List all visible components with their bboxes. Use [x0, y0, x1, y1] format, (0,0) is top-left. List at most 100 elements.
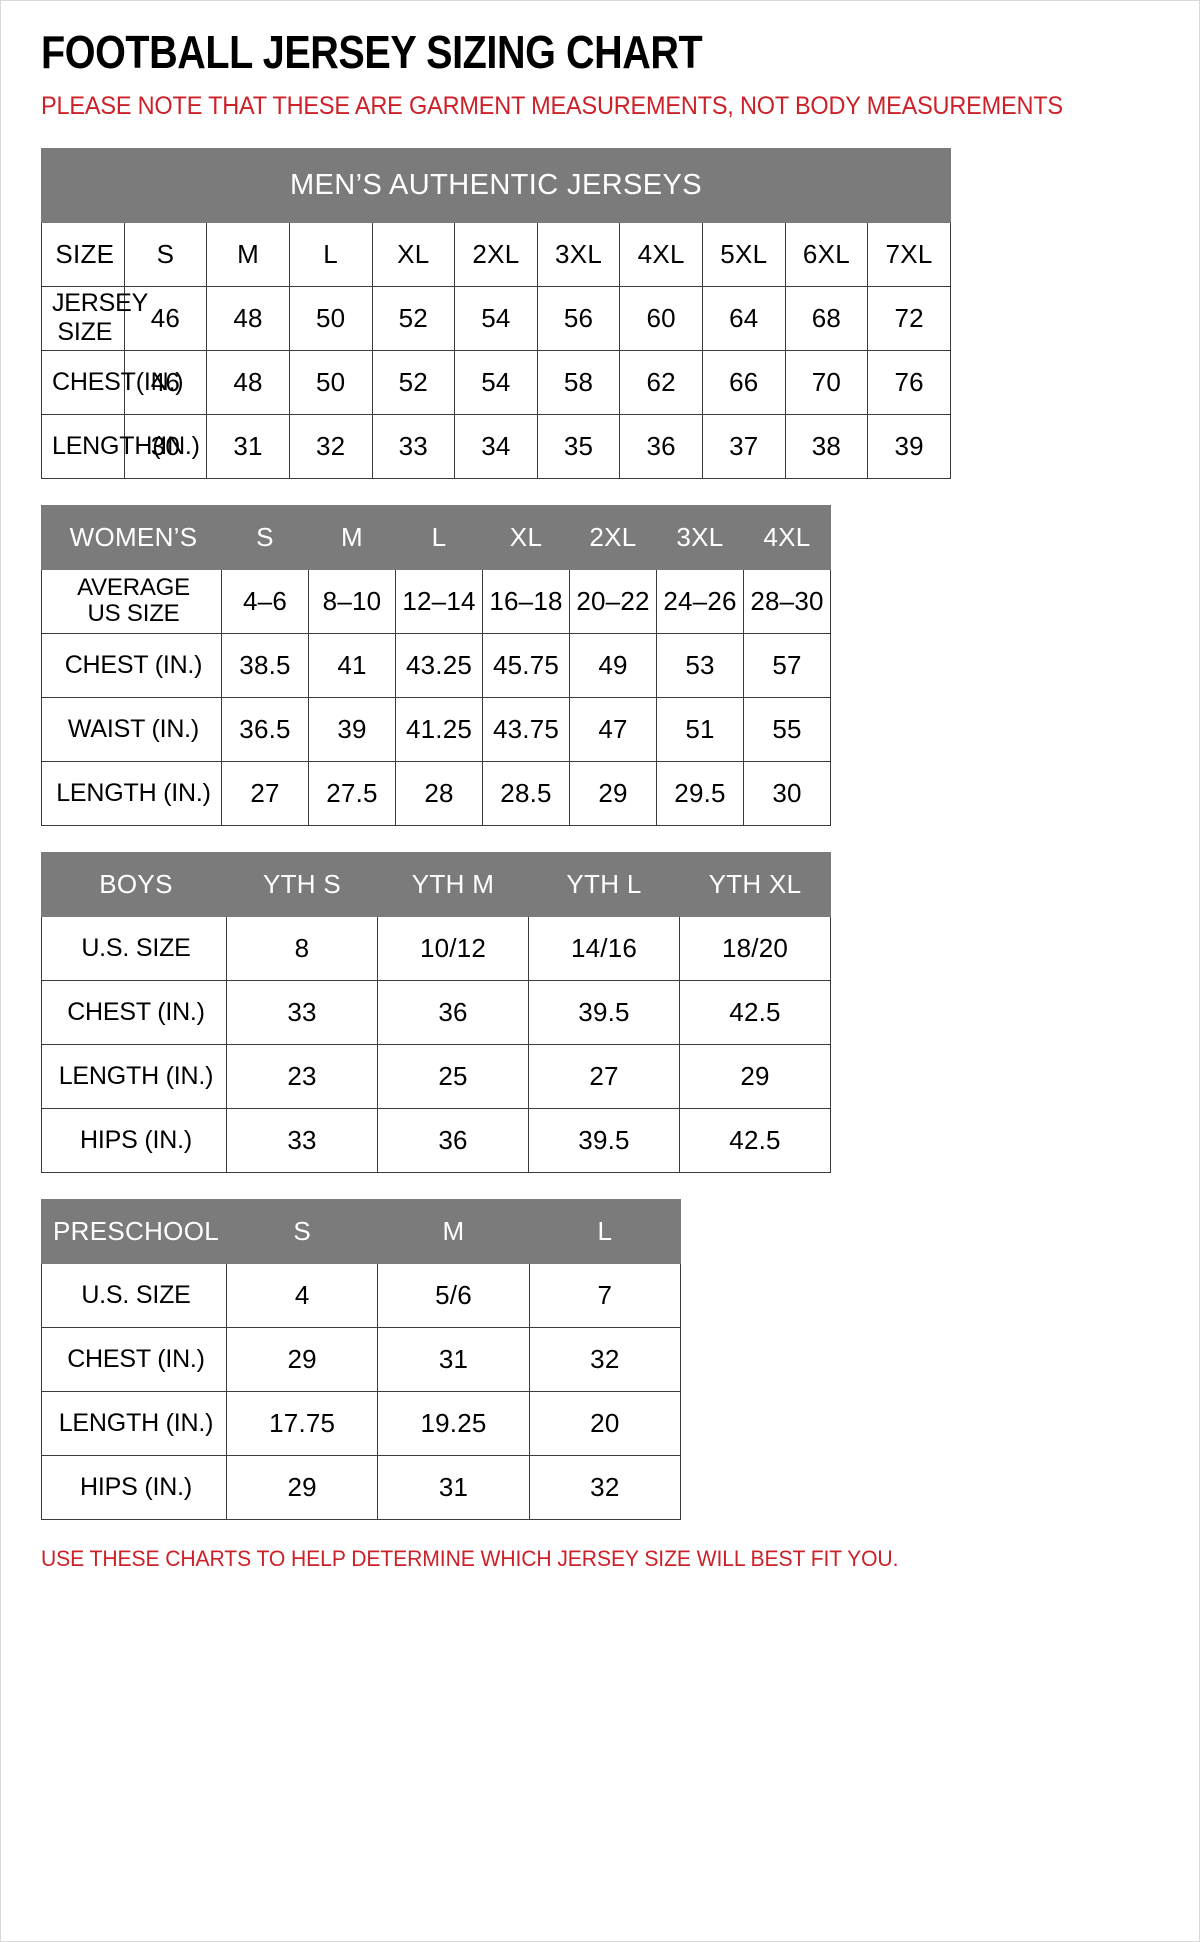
column-header-womens-6: 4XL [743, 504, 831, 570]
cell-boys-2-3: 29 [679, 1043, 831, 1109]
column-header-womens-5: 3XL [656, 504, 744, 570]
cell-womens-0-0: 4–6 [221, 568, 309, 634]
sizing-table-boys: BOYS YTH S YTH M YTH L YTH XL U.S. SIZE 8 10/12… [41, 851, 831, 1173]
cell-mens-0-5: 56 [536, 285, 621, 351]
column-header-row: WOMEN’S S M L XL 2XL 3XL 4XL [41, 504, 831, 570]
row-label-womens-2: WAIST (IN.) [41, 696, 222, 762]
cell-boys-1-2: 39.5 [528, 979, 680, 1045]
column-header-preschool-0: S [225, 1198, 379, 1264]
column-header-womens-2: L [395, 504, 483, 570]
sizing-table-preschool: PRESCHOOL S M L U.S. SIZE 4 5/6 7 CHEST (IN.) 29 3… [41, 1198, 682, 1520]
column-header-boys-3: YTH XL [679, 851, 831, 917]
cell-womens-3-6: 30 [743, 760, 831, 826]
cell-womens-0-4: 20–22 [569, 568, 657, 634]
table-row: U.S. SIZE 4 5/6 7 [41, 1262, 682, 1328]
cell-womens-3-4: 29 [569, 760, 657, 826]
cell-mens-1-9: 76 [867, 349, 951, 415]
cell-mens-2-8: 38 [784, 413, 869, 479]
cell-mens-1-6: 62 [619, 349, 703, 415]
table-row: LENGTH (IN.) 27 27.5 28 28.5 29 29.5 30 [41, 760, 831, 826]
cell-preschool-2-0: 17.75 [225, 1390, 379, 1456]
cell-womens-1-0: 38.5 [221, 632, 309, 698]
cell-mens-0-4: 54 [454, 285, 538, 351]
cell-womens-3-3: 28.5 [482, 760, 570, 826]
cell-mens-1-8: 70 [784, 349, 869, 415]
corner-header-mens: SIZE [41, 221, 125, 287]
column-header-row: SIZE S M L XL 2XL 3XL 4XL 5XL 6XL 7XL [41, 221, 951, 287]
cell-womens-0-1: 8–10 [308, 568, 396, 634]
cell-womens-1-3: 45.75 [482, 632, 570, 698]
table-row: JERSEY SIZE 46 48 50 52 54 56 60 64 68 72 [41, 285, 951, 351]
garment-measurement-notice: PLEASE NOTE THAT THESE ARE GARMENT MEASU… [41, 91, 1063, 120]
cell-womens-2-0: 36.5 [221, 696, 309, 762]
column-header-womens-4: 2XL [569, 504, 657, 570]
tables-container: MEN’S AUTHENTIC JERSEYS SIZE S M L XL 2XL 3XL 4X… [41, 147, 1159, 1520]
cell-mens-1-3: 52 [371, 349, 456, 415]
column-header-womens-1: M [308, 504, 396, 570]
column-header-boys-1: YTH M [377, 851, 529, 917]
column-header-row: PRESCHOOL S M L [41, 1198, 682, 1264]
cell-womens-1-1: 41 [308, 632, 396, 698]
cell-womens-0-2: 12–14 [395, 568, 483, 634]
cell-womens-3-2: 28 [395, 760, 483, 826]
table-row: CHEST (IN.) 33 36 39.5 42.5 [41, 979, 831, 1045]
column-header-womens-0: S [221, 504, 309, 570]
footer-note: USE THESE CHARTS TO HELP DETERMINE WHICH… [41, 1545, 899, 1571]
cell-boys-3-2: 39.5 [528, 1107, 680, 1173]
column-header-mens-8: 6XL [784, 221, 869, 287]
row-label-preschool-1: CHEST (IN.) [41, 1326, 227, 1392]
table-row: WAIST (IN.) 36.5 39 41.25 43.75 47 51 55 [41, 696, 831, 762]
cell-mens-2-2: 32 [288, 413, 373, 479]
cell-mens-0-2: 50 [288, 285, 373, 351]
column-header-mens-1: M [206, 221, 290, 287]
cell-mens-1-2: 50 [288, 349, 373, 415]
row-label-preschool-3: HIPS (IN.) [41, 1454, 227, 1520]
cell-preschool-0-0: 4 [225, 1262, 379, 1328]
table-row: AVERAGE US SIZE 4–6 8–10 12–14 16–18 20–22 24–2… [41, 568, 831, 634]
corner-header-preschool: PRESCHOOL [41, 1198, 227, 1264]
column-header-mens-2: L [288, 221, 373, 287]
cell-womens-1-4: 49 [569, 632, 657, 698]
cell-boys-1-1: 36 [377, 979, 529, 1045]
column-header-mens-4: 2XL [454, 221, 538, 287]
table-row: CHEST(IN.) 46 48 50 52 54 58 62 66 70 76 [41, 349, 951, 415]
cell-preschool-1-0: 29 [225, 1326, 379, 1392]
cell-preschool-3-1: 31 [377, 1454, 530, 1520]
cell-boys-0-3: 18/20 [679, 915, 831, 981]
cell-preschool-1-2: 32 [528, 1326, 682, 1392]
table-row: HIPS (IN.) 29 31 32 [41, 1454, 682, 1520]
sizing-table-mens: MEN’S AUTHENTIC JERSEYS SIZE S M L XL 2XL 3XL 4X… [41, 147, 951, 479]
table-row: CHEST (IN.) 29 31 32 [41, 1326, 682, 1392]
cell-womens-0-5: 24–26 [656, 568, 744, 634]
cell-mens-2-3: 33 [371, 413, 456, 479]
cell-womens-2-5: 51 [656, 696, 744, 762]
cell-mens-2-6: 36 [619, 413, 703, 479]
cell-womens-3-0: 27 [221, 760, 309, 826]
table-row: LENGTH (IN.) 17.75 19.25 20 [41, 1390, 682, 1456]
row-label-mens-1: CHEST(IN.) [41, 349, 184, 415]
row-label-line1: AVERAGE [77, 573, 190, 601]
cell-preschool-2-2: 20 [528, 1390, 682, 1456]
cell-boys-1-3: 42.5 [679, 979, 831, 1045]
row-label-mens-2: LENGTH(IN.) [41, 413, 200, 479]
row-label-boys-1: CHEST (IN.) [41, 979, 227, 1045]
column-header-womens-3: XL [482, 504, 570, 570]
cell-mens-2-1: 31 [206, 413, 290, 479]
cell-mens-0-9: 72 [867, 285, 951, 351]
row-label-womens-0: AVERAGE US SIZE [41, 568, 222, 634]
cell-mens-2-4: 34 [454, 413, 538, 479]
cell-preschool-3-0: 29 [225, 1454, 379, 1520]
cell-womens-2-4: 47 [569, 696, 657, 762]
cell-womens-1-5: 53 [656, 632, 744, 698]
cell-mens-2-5: 35 [536, 413, 621, 479]
cell-boys-1-0: 33 [226, 979, 378, 1045]
column-header-mens-3: XL [371, 221, 456, 287]
cell-boys-3-0: 33 [226, 1107, 378, 1173]
cell-boys-3-3: 42.5 [679, 1107, 831, 1173]
cell-boys-0-2: 14/16 [528, 915, 680, 981]
row-label-preschool-2: LENGTH (IN.) [41, 1390, 227, 1456]
cell-preschool-2-1: 19.25 [377, 1390, 530, 1456]
column-header-mens-5: 3XL [536, 221, 621, 287]
cell-mens-2-9: 39 [867, 413, 951, 479]
column-header-mens-0: S [123, 221, 208, 287]
